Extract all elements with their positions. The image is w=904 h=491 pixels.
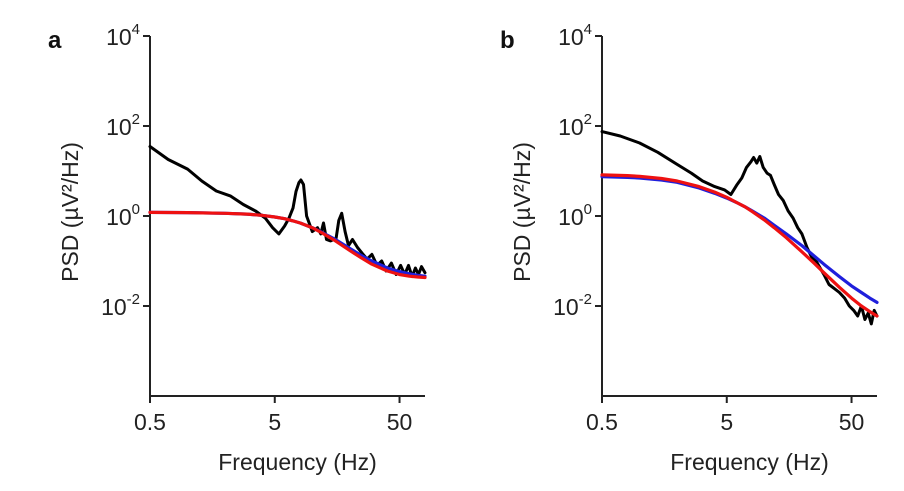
- panel-label: a: [48, 27, 62, 54]
- y-tick-label: 10-2: [101, 291, 140, 320]
- x-tick-label: 5: [268, 409, 281, 435]
- x-tick-label: 0.5: [586, 409, 618, 435]
- x-tick-label: 50: [839, 409, 865, 435]
- series-line-1: [600, 130, 879, 326]
- y-axis-label: PSD (µV²/Hz): [509, 142, 535, 282]
- y-tick-label: 100: [558, 201, 592, 230]
- x-tick-label: 5: [720, 409, 733, 435]
- x-tick-label: 50: [387, 409, 413, 435]
- y-tick-label: 104: [106, 21, 140, 50]
- y-tick-label: 102: [106, 111, 140, 140]
- y-tick-label: 10-2: [553, 291, 592, 320]
- series-line-3: [600, 173, 879, 318]
- x-axis-label: Frequency (Hz): [218, 449, 376, 475]
- panel-a: 104 102 100 10-2 0.5 5 50 Frequency (Hz) PSD (µV…: [48, 21, 427, 475]
- series-line-3: [148, 210, 427, 280]
- x-tick-label: 0.5: [134, 409, 166, 435]
- x-axis-label: Frequency (Hz): [670, 449, 828, 475]
- y-tick-label: 104: [558, 21, 592, 50]
- y-tick-label: 102: [558, 111, 592, 140]
- y-axis-label: PSD (µV²/Hz): [57, 142, 83, 282]
- panel-b: 104 102 100 10-2 0.5 5 50 Frequency (Hz) PSD (µV…: [500, 21, 879, 475]
- panel-label: b: [500, 27, 515, 54]
- y-tick-label: 100: [106, 201, 140, 230]
